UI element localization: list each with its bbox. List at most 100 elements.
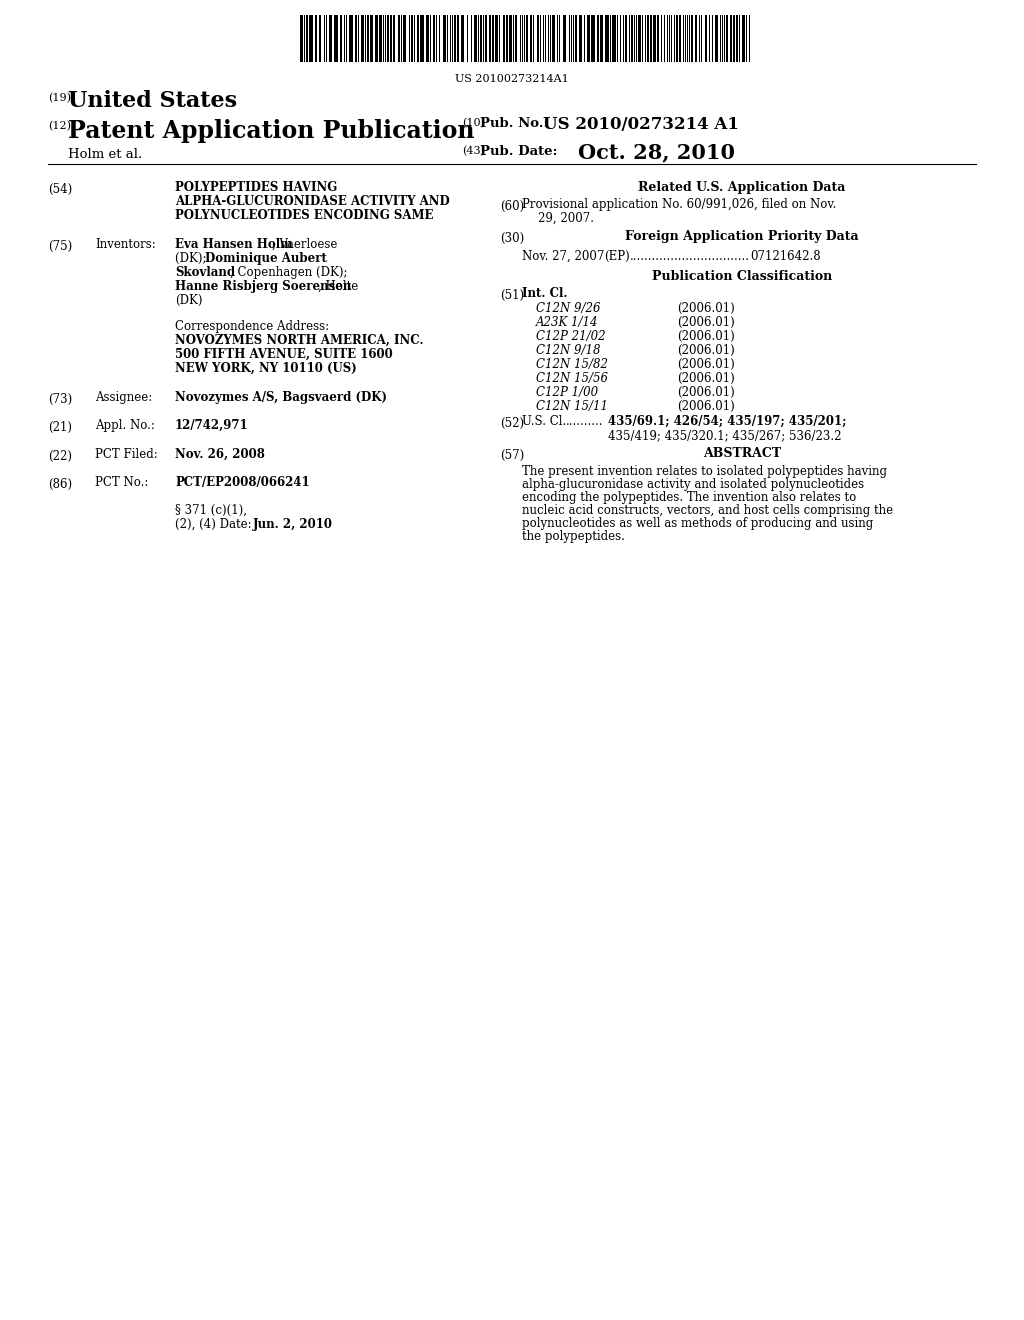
Text: polynucleotides as well as methods of producing and using: polynucleotides as well as methods of pr…: [522, 517, 873, 531]
Text: PCT/EP2008/066241: PCT/EP2008/066241: [175, 477, 309, 488]
Bar: [474, 15, 477, 62]
Text: , Copenhagen (DK);: , Copenhagen (DK);: [230, 267, 347, 279]
Text: Pub. No.:: Pub. No.:: [480, 117, 549, 129]
Bar: [730, 15, 732, 62]
Bar: [742, 15, 745, 62]
Bar: [600, 15, 603, 62]
Text: Jun. 2, 2010: Jun. 2, 2010: [253, 517, 333, 531]
Text: (73): (73): [48, 393, 73, 407]
Text: (12): (12): [48, 121, 71, 131]
Text: Skovland: Skovland: [175, 267, 236, 279]
Text: (57): (57): [500, 449, 524, 462]
Bar: [679, 15, 681, 62]
Bar: [733, 15, 735, 62]
Text: (2006.01): (2006.01): [677, 372, 735, 385]
Text: , Holte: , Holte: [318, 280, 358, 293]
Bar: [367, 15, 369, 62]
Bar: [355, 15, 357, 62]
Text: C12N 15/56: C12N 15/56: [536, 372, 608, 385]
Bar: [631, 15, 633, 62]
Text: Related U.S. Application Data: Related U.S. Application Data: [638, 181, 846, 194]
Bar: [579, 15, 582, 62]
Bar: [300, 15, 303, 62]
Bar: [591, 15, 595, 62]
Text: (22): (22): [48, 450, 72, 463]
Bar: [379, 15, 382, 62]
Text: Provisional application No. 60/991,026, filed on Nov.: Provisional application No. 60/991,026, …: [522, 198, 837, 211]
Text: PCT No.:: PCT No.:: [95, 477, 148, 488]
Text: C12N 15/82: C12N 15/82: [536, 358, 608, 371]
Text: POLYPEPTIDES HAVING: POLYPEPTIDES HAVING: [175, 181, 337, 194]
Text: (2), (4) Date:: (2), (4) Date:: [175, 517, 252, 531]
Text: 435/419; 435/320.1; 435/267; 536/23.2: 435/419; 435/320.1; 435/267; 536/23.2: [608, 429, 842, 442]
Text: (19): (19): [48, 92, 71, 103]
Text: Assignee:: Assignee:: [95, 391, 153, 404]
Bar: [417, 15, 419, 62]
Text: PCT Filed:: PCT Filed:: [95, 447, 158, 461]
Bar: [597, 15, 599, 62]
Bar: [612, 15, 616, 62]
Bar: [605, 15, 609, 62]
Text: Int. Cl.: Int. Cl.: [522, 286, 567, 300]
Bar: [552, 15, 555, 62]
Text: C12N 9/18: C12N 9/18: [536, 345, 600, 356]
Bar: [375, 15, 378, 62]
Text: (2006.01): (2006.01): [677, 385, 735, 399]
Bar: [426, 15, 429, 62]
Bar: [340, 15, 342, 62]
Text: 07121642.8: 07121642.8: [750, 249, 820, 263]
Bar: [349, 15, 353, 62]
Text: ALPHA-GLUCURONIDASE ACTIVITY AND: ALPHA-GLUCURONIDASE ACTIVITY AND: [175, 195, 450, 209]
Bar: [457, 15, 459, 62]
Text: C12N 9/26: C12N 9/26: [536, 302, 600, 315]
Text: § 371 (c)(1),: § 371 (c)(1),: [175, 504, 247, 517]
Text: , Vaerloese: , Vaerloese: [272, 238, 337, 251]
Text: (21): (21): [48, 421, 72, 434]
Bar: [638, 15, 641, 62]
Bar: [361, 15, 364, 62]
Bar: [454, 15, 456, 62]
Bar: [653, 15, 656, 62]
Bar: [509, 15, 512, 62]
Text: (52): (52): [500, 417, 524, 430]
Bar: [676, 15, 678, 62]
Bar: [526, 15, 528, 62]
Bar: [625, 15, 627, 62]
Text: U.S. Cl.: U.S. Cl.: [522, 414, 566, 428]
Text: NOVOZYMES NORTH AMERICA, INC.: NOVOZYMES NORTH AMERICA, INC.: [175, 334, 424, 347]
Text: (86): (86): [48, 478, 72, 491]
Text: (2006.01): (2006.01): [677, 358, 735, 371]
Text: (2006.01): (2006.01): [677, 330, 735, 343]
Bar: [411, 15, 413, 62]
Bar: [506, 15, 508, 62]
Bar: [420, 15, 424, 62]
Bar: [503, 15, 505, 62]
Text: Appl. No.:: Appl. No.:: [95, 418, 155, 432]
Bar: [726, 15, 728, 62]
Bar: [495, 15, 498, 62]
Text: (DK);: (DK);: [175, 252, 210, 265]
Text: alpha-glucuronidase activity and isolated polynucleotides: alpha-glucuronidase activity and isolate…: [522, 478, 864, 491]
Text: (2006.01): (2006.01): [677, 345, 735, 356]
Text: (2006.01): (2006.01): [677, 302, 735, 315]
Text: The present invention relates to isolated polypeptides having: The present invention relates to isolate…: [522, 465, 887, 478]
Text: (75): (75): [48, 240, 73, 253]
Bar: [398, 15, 400, 62]
Bar: [695, 15, 697, 62]
Text: (2006.01): (2006.01): [677, 315, 735, 329]
Text: NEW YORK, NY 10110 (US): NEW YORK, NY 10110 (US): [175, 362, 356, 375]
Bar: [443, 15, 446, 62]
Bar: [650, 15, 652, 62]
Text: ..........: ..........: [566, 414, 603, 428]
Text: nucleic acid constructs, vectors, and host cells comprising the: nucleic acid constructs, vectors, and ho…: [522, 504, 893, 517]
Bar: [530, 15, 532, 62]
Bar: [433, 15, 435, 62]
Text: Correspondence Address:: Correspondence Address:: [175, 319, 329, 333]
Bar: [715, 15, 718, 62]
Text: Nov. 27, 2007: Nov. 27, 2007: [522, 249, 604, 263]
Text: C12N 15/11: C12N 15/11: [536, 400, 608, 413]
Text: the polypeptides.: the polypeptides.: [522, 531, 625, 543]
Bar: [485, 15, 487, 62]
Text: 29, 2007.: 29, 2007.: [538, 213, 594, 224]
Bar: [334, 15, 338, 62]
